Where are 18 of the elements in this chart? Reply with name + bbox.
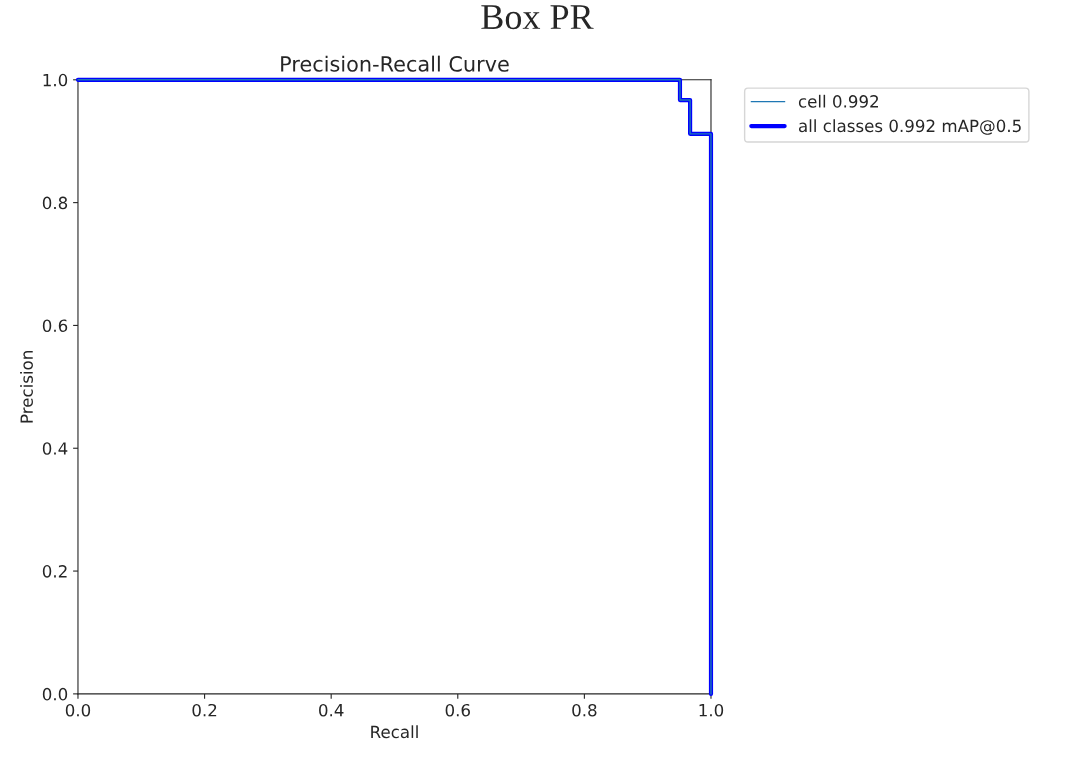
chart-title: Precision-Recall Curve [281, 55, 509, 72]
x-tick-label: 0.6 [445, 703, 470, 717]
x-tick-label: 0.2 [192, 703, 217, 717]
y-tick-label: 0.2 [42, 565, 67, 578]
chart-subtitle: Box PR [481, 5, 594, 30]
x-tick-label: 1.0 [699, 703, 724, 717]
legend-label: cell 0.992 [798, 94, 878, 108]
legend-label: all classes 0.992 mAP@0.5 [798, 119, 1021, 135]
y-tick-label: 0.0 [42, 687, 68, 701]
x-tick-label: 0.8 [572, 703, 597, 717]
y-tick-label: 0.6 [42, 319, 68, 332]
y-tick-label: 1.0 [43, 73, 68, 87]
x-tick-label: 0.0 [65, 703, 91, 717]
y-axis-title: Precision [20, 351, 33, 423]
y-tick-label: 0.8 [42, 196, 68, 210]
x-axis-title: Recall [371, 725, 418, 739]
y-tick-label: 0.4 [42, 442, 68, 455]
x-tick-label: 0.4 [319, 703, 344, 717]
